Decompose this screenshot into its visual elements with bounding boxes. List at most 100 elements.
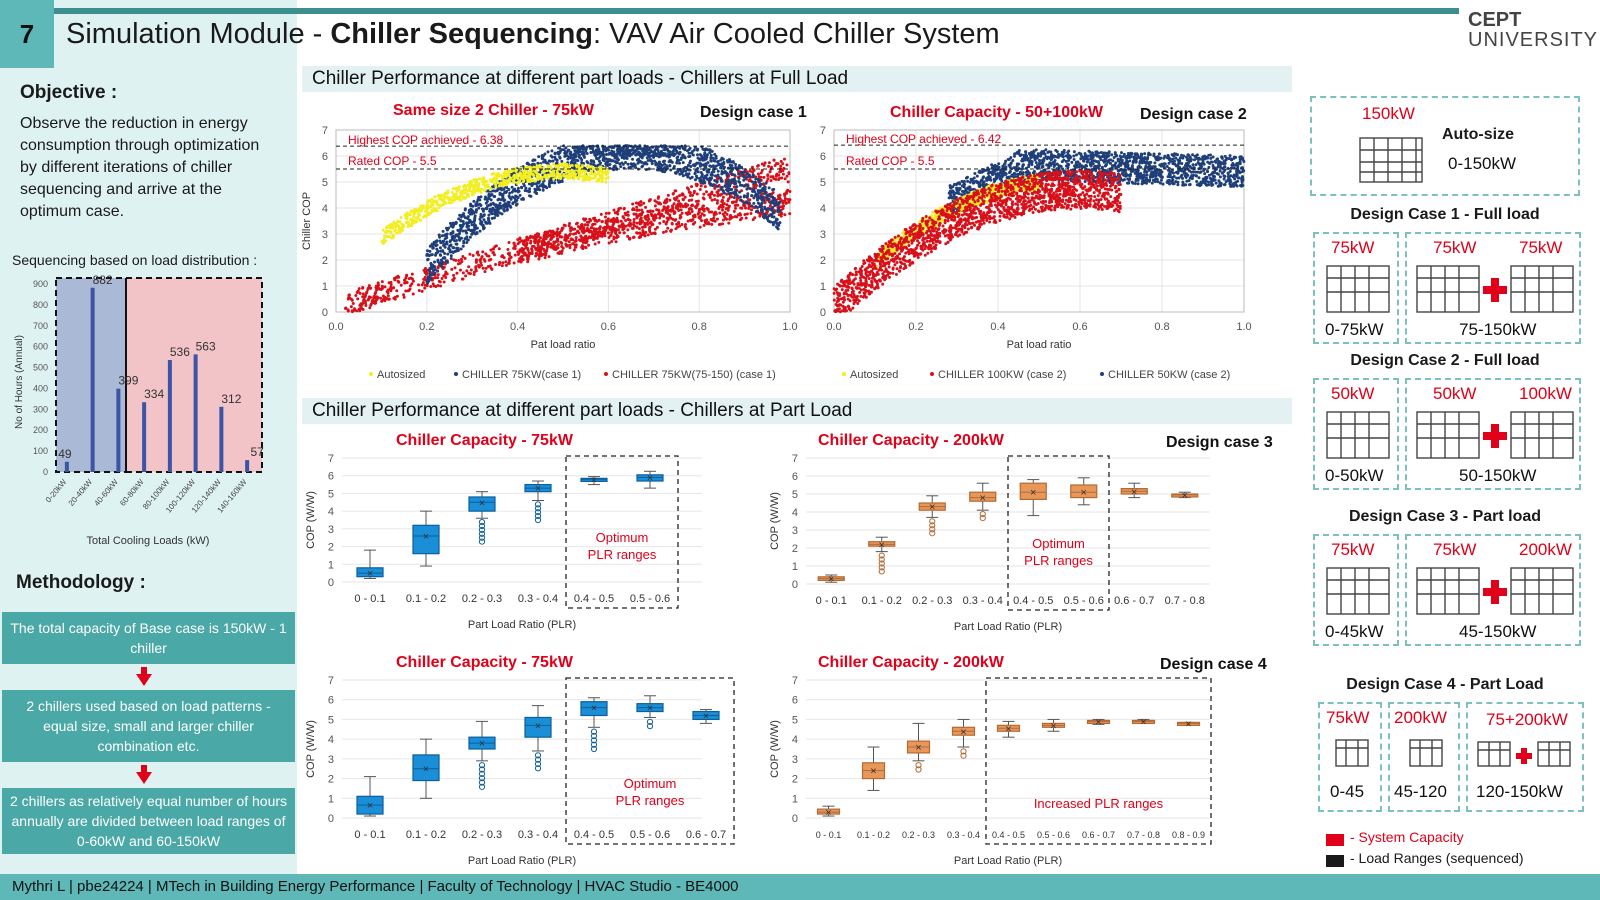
scatter-point (584, 170, 588, 174)
scatter-point (1226, 166, 1230, 170)
scatter-point (558, 172, 562, 176)
scatter-point (461, 255, 465, 259)
scatter-point (1230, 163, 1234, 167)
scatter-point (677, 220, 681, 224)
scatter-point (733, 204, 737, 208)
scatter-point (743, 212, 747, 216)
scatter-point (569, 237, 573, 241)
scatter-point (486, 204, 490, 208)
scatter-point (1072, 158, 1076, 162)
highest-cop-label: Highest COP achieved - 6.38 (348, 133, 504, 147)
scatter-point (562, 223, 566, 227)
scatter-point (681, 161, 685, 165)
scatter-point (526, 178, 530, 182)
scatter-point (581, 150, 585, 154)
hist-data-label: 312 (221, 392, 241, 406)
scatter-point (767, 164, 771, 168)
scatter-point (543, 173, 547, 177)
legend-label: CHILLER 75KW(case 1) (462, 369, 581, 381)
scatter-point (577, 150, 581, 154)
scatter-point (734, 163, 738, 167)
scatter-point (709, 164, 713, 168)
scatter-point (716, 199, 720, 203)
scatter-point (727, 221, 731, 225)
scatter-point (1181, 182, 1185, 186)
scatter-point (469, 268, 473, 272)
scatter-point (1024, 150, 1028, 154)
scatter-point (676, 170, 680, 174)
scatter-point (649, 220, 653, 224)
scatter-point (494, 213, 498, 217)
scatter-point (465, 221, 469, 225)
hist-data-label: 334 (144, 387, 164, 401)
scatter-point (593, 222, 597, 226)
scatter-point (647, 155, 651, 159)
scatter-point (768, 170, 772, 174)
scatter-point (616, 228, 620, 232)
scatter-point (765, 217, 769, 221)
scatter-point (661, 160, 665, 164)
scatter-point (488, 264, 492, 268)
scatter-point (468, 235, 472, 239)
scatter-point (616, 212, 620, 216)
scatter-point (350, 309, 354, 313)
scatter-point (547, 240, 551, 244)
objective-text: Observe the reduction in energy consumpt… (20, 115, 260, 220)
scatter-point (603, 170, 607, 174)
scatter-point (744, 176, 748, 180)
top-rule (54, 8, 1459, 14)
scatter-point (481, 250, 485, 254)
scatter-point (653, 204, 657, 208)
scatter-point (556, 246, 560, 250)
scatter-point (506, 200, 510, 204)
scatter-point (697, 210, 701, 214)
hist-data-label: 399 (118, 374, 138, 388)
scatter-point (534, 188, 538, 192)
scatter-point (453, 266, 457, 270)
scatter-point (615, 160, 619, 164)
scatter-point (438, 235, 442, 239)
scatter-point (718, 193, 722, 197)
scatter-point (536, 175, 540, 179)
scatter-point (748, 186, 752, 190)
scatter-point (609, 233, 613, 237)
x-tick-label: 40-60kW (92, 477, 120, 508)
scatter-point (347, 293, 351, 297)
y-tick-label: 800 (33, 300, 48, 310)
scatter-point (757, 175, 761, 179)
scatter-point (657, 201, 661, 205)
scatter-point (1238, 158, 1242, 162)
scatter-point (527, 236, 531, 240)
scatter-point (710, 170, 714, 174)
scatter-point (417, 283, 421, 287)
scatter-point (721, 212, 725, 216)
scatter-point (511, 178, 515, 182)
scatter-point (466, 194, 470, 198)
scatter-point (376, 283, 380, 287)
scatter-point (676, 207, 680, 211)
scatter-point (726, 181, 730, 185)
scatter-point (709, 177, 713, 181)
scatter-point (705, 153, 709, 157)
scatter-point (603, 225, 607, 229)
scatter-point (501, 184, 505, 188)
scatter-point (365, 290, 369, 294)
scatter-point (758, 178, 762, 182)
scatter-point (465, 240, 469, 244)
scatter-point (577, 231, 581, 235)
scatter-point (697, 208, 701, 212)
scatter-point (613, 211, 617, 215)
scatter-point (675, 156, 679, 160)
hist-bar (219, 406, 224, 472)
scatter-point (681, 193, 685, 197)
scatter-point (592, 162, 596, 166)
scatter-point (527, 251, 531, 255)
scatter-point (463, 237, 467, 241)
scatter-point (427, 199, 431, 203)
scatter-point (443, 200, 447, 204)
scatter-point (632, 212, 636, 216)
scatter-point (449, 254, 453, 258)
scatter-point (633, 150, 637, 154)
scatter-point (444, 233, 448, 237)
scatter-point (714, 154, 718, 158)
